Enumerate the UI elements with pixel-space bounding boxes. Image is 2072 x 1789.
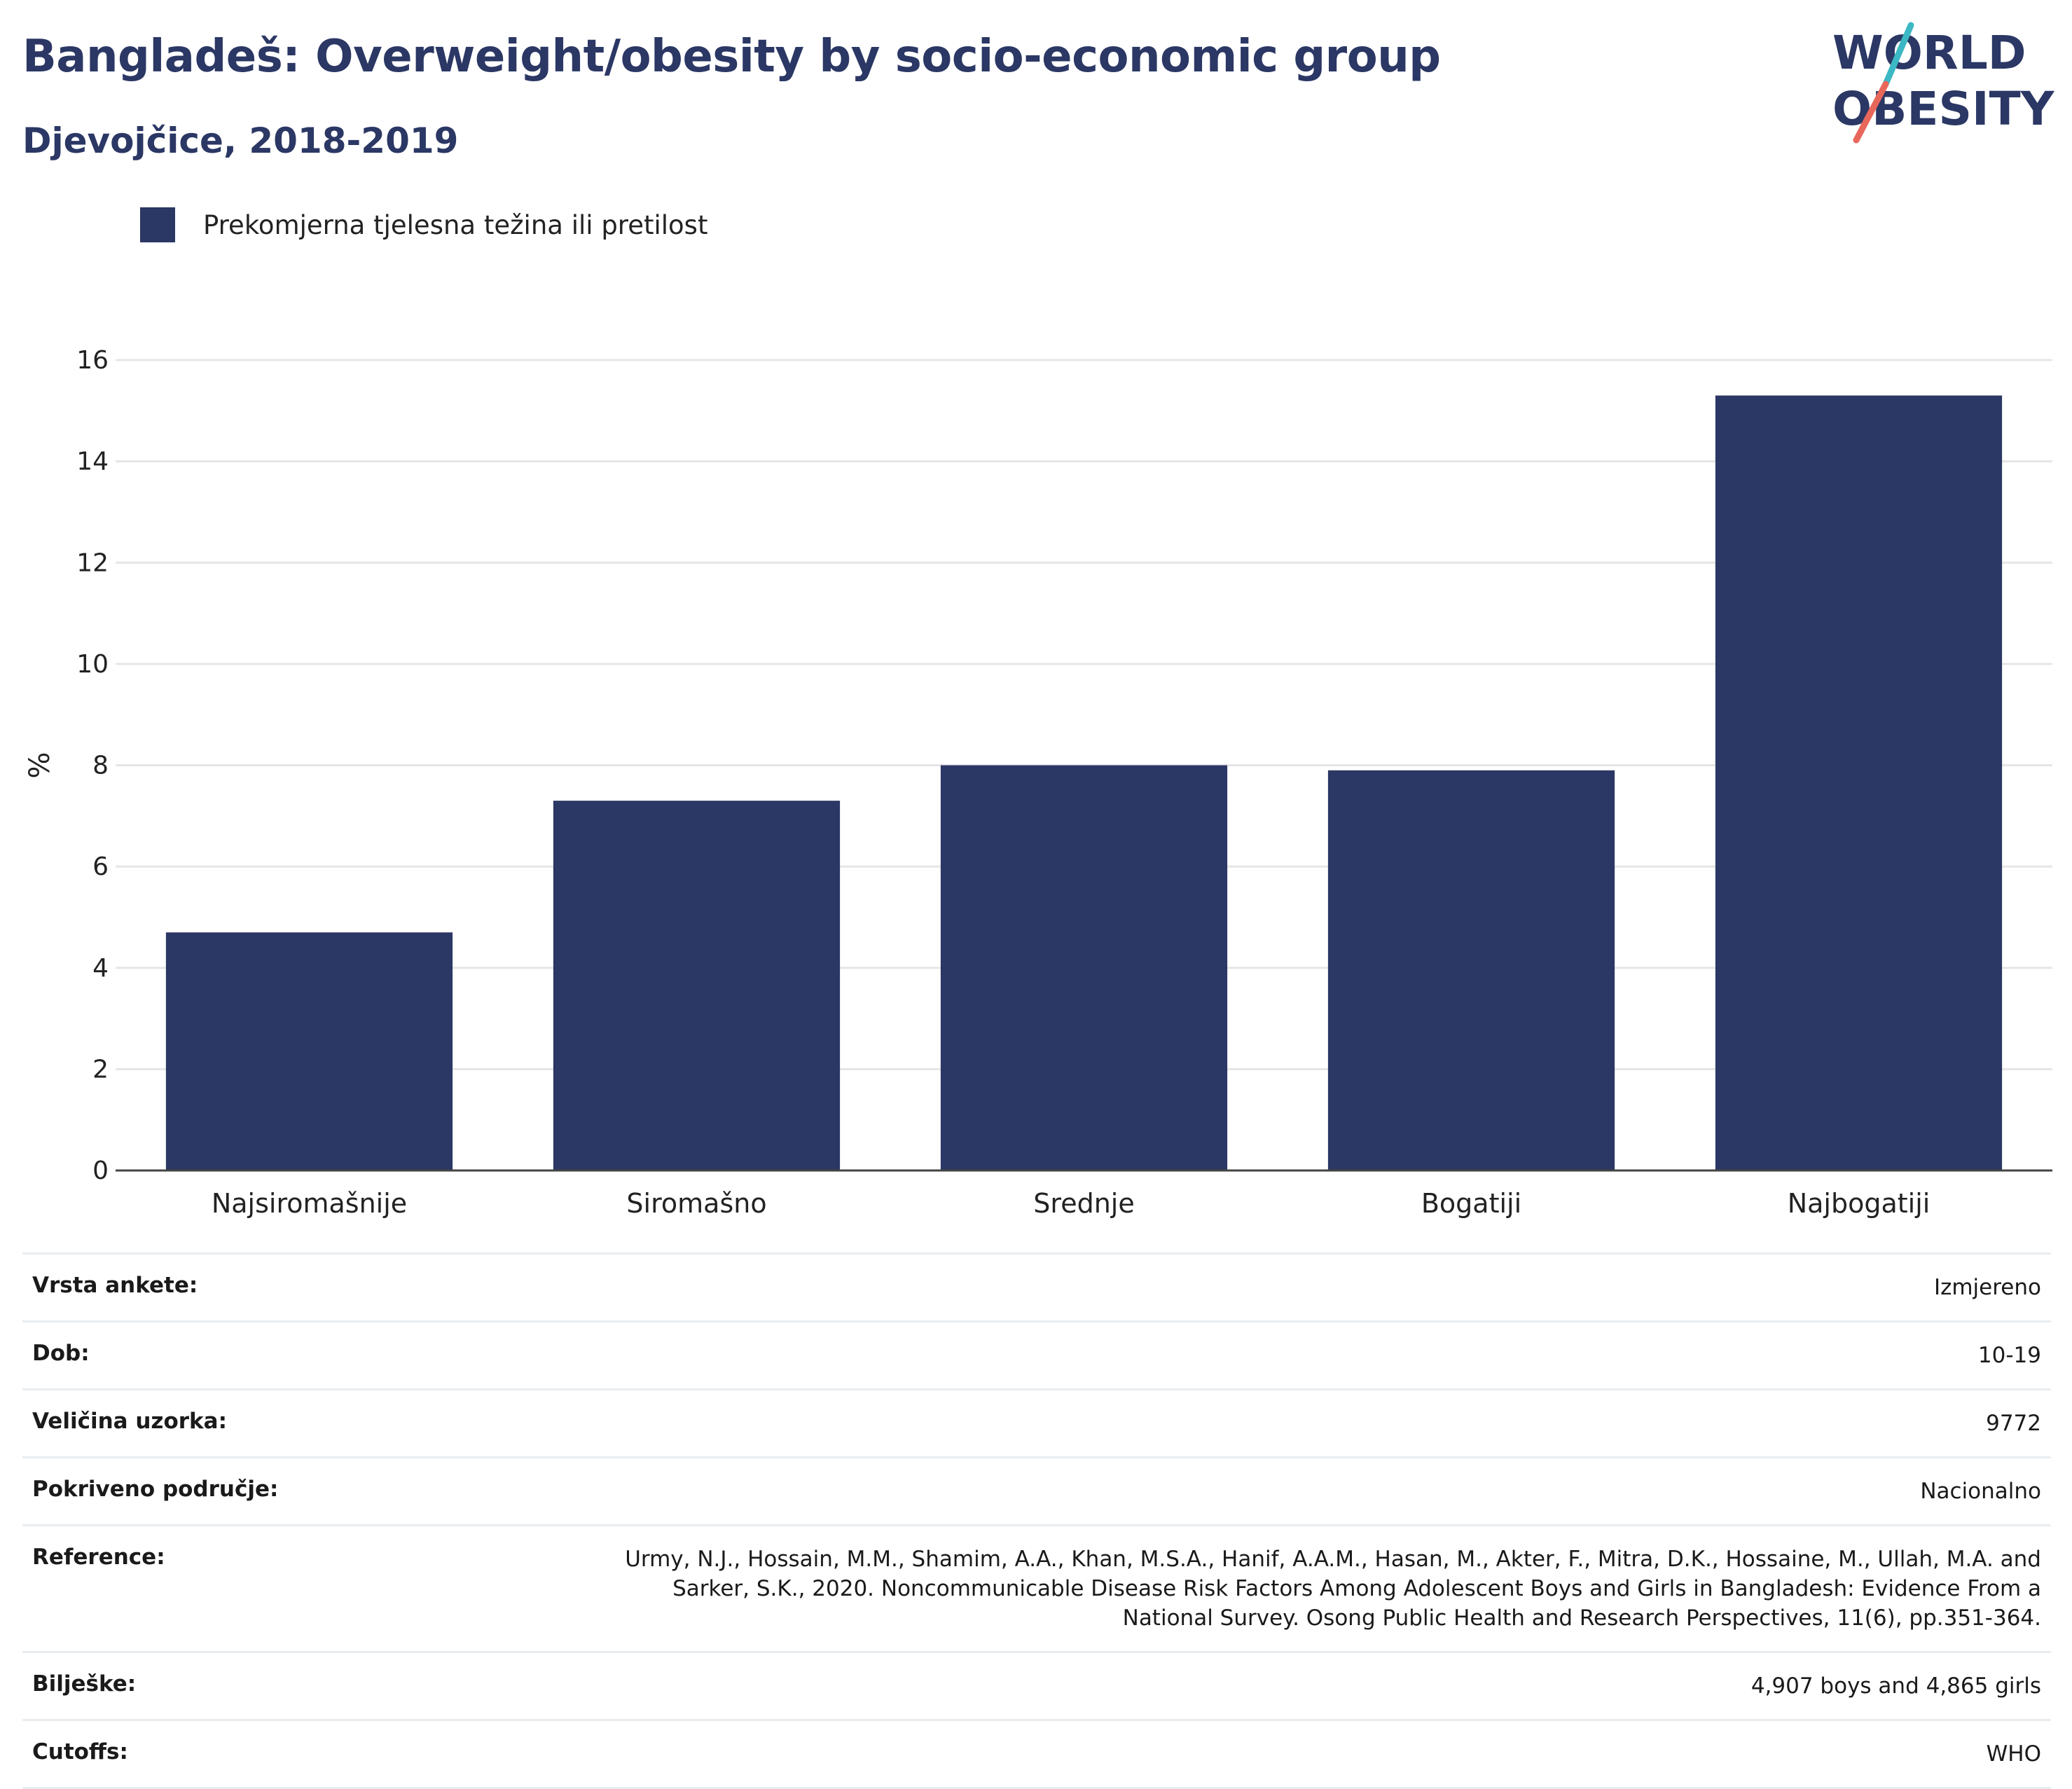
info-row: Vrsta ankete: Izmjereno [22, 1252, 2051, 1320]
info-value: Urmy, N.J., Hossain, M.M., Shamim, A.A.,… [625, 1547, 2041, 1631]
info-label: Reference: [32, 1545, 165, 1570]
y-tick-label: 6 [92, 852, 109, 881]
y-axis-label: % [24, 752, 56, 778]
bar [1715, 395, 2003, 1170]
info-label: Pokriveno područje: [32, 1477, 279, 1502]
info-label: Veličina uzorka: [32, 1409, 227, 1434]
x-tick-label: Najsiromašnije [212, 1188, 407, 1219]
info-row: Cutoffs: WHO [22, 1719, 2051, 1789]
info-table: Vrsta ankete: Izmjereno Dob: 10-19 Veličina … [22, 1252, 2051, 1789]
x-tick-label: Srednje [1033, 1188, 1134, 1219]
info-label: Vrsta ankete: [32, 1273, 198, 1298]
page-subtitle: Djevojčice, 2018-2019 [22, 120, 459, 161]
bar [165, 932, 453, 1170]
x-tick-label: Najbogatiji [1788, 1188, 1931, 1219]
info-row: Dob: 10-19 [22, 1320, 2051, 1388]
y-tick-label: 0 [92, 1156, 109, 1185]
y-tick-label: 2 [92, 1055, 109, 1084]
bar-chart: 0 2 4 6 8 10 12 14 16% Najsiromašnije Siromašno Sre… [24, 346, 2052, 1219]
legend-swatch [140, 207, 175, 242]
world-obesity-logo: WORLD OBESITY [1832, 22, 2055, 144]
info-label: Dob: [32, 1341, 90, 1366]
legend-label: Prekomjerna tjelesna težina ili pretilos… [203, 209, 708, 240]
info-row: Pokriveno područje: Nacionalno [22, 1456, 2051, 1524]
info-row: Veličina uzorka: 9772 [22, 1388, 2051, 1456]
info-value: 4,907 boys and 4,865 girls [1750, 1673, 2041, 1699]
info-value: Izmjereno [1933, 1275, 2041, 1300]
logo-slash-top [1882, 22, 1914, 88]
bar [553, 801, 841, 1170]
x-tick-label: Siromašno [626, 1188, 766, 1219]
logo-line1: WORLD [1832, 26, 2026, 80]
y-tick-label: 10 [76, 650, 109, 679]
bar [940, 765, 1228, 1170]
y-tick-label: 8 [92, 752, 109, 780]
info-value: 10-19 [1977, 1343, 2041, 1368]
info-value: Nacionalno [1920, 1479, 2041, 1504]
page-title: Bangladeš: Overweight/obesity by socio-e… [22, 31, 1441, 83]
x-tick-label: Bogatiji [1421, 1188, 1521, 1219]
info-value: WHO [1986, 1741, 2041, 1767]
y-tick-label: 12 [76, 548, 109, 577]
info-label: Bilješke: [32, 1671, 137, 1697]
chart-legend: Prekomjerna tjelesna težina ili pretilos… [140, 207, 707, 242]
info-row: Bilješke: 4,907 boys and 4,865 girls [22, 1651, 2051, 1719]
info-row: Reference: Urmy, N.J., Hossain, M.M., Sha… [22, 1524, 2051, 1651]
info-value: 9772 [1986, 1411, 2041, 1436]
info-label: Cutoffs: [32, 1739, 128, 1764]
y-tick-label: 4 [92, 954, 109, 983]
logo-slash-bottom [1853, 81, 1889, 144]
y-tick-label: 14 [76, 448, 109, 476]
y-tick-label: 16 [76, 346, 109, 375]
bar [1327, 770, 1615, 1170]
